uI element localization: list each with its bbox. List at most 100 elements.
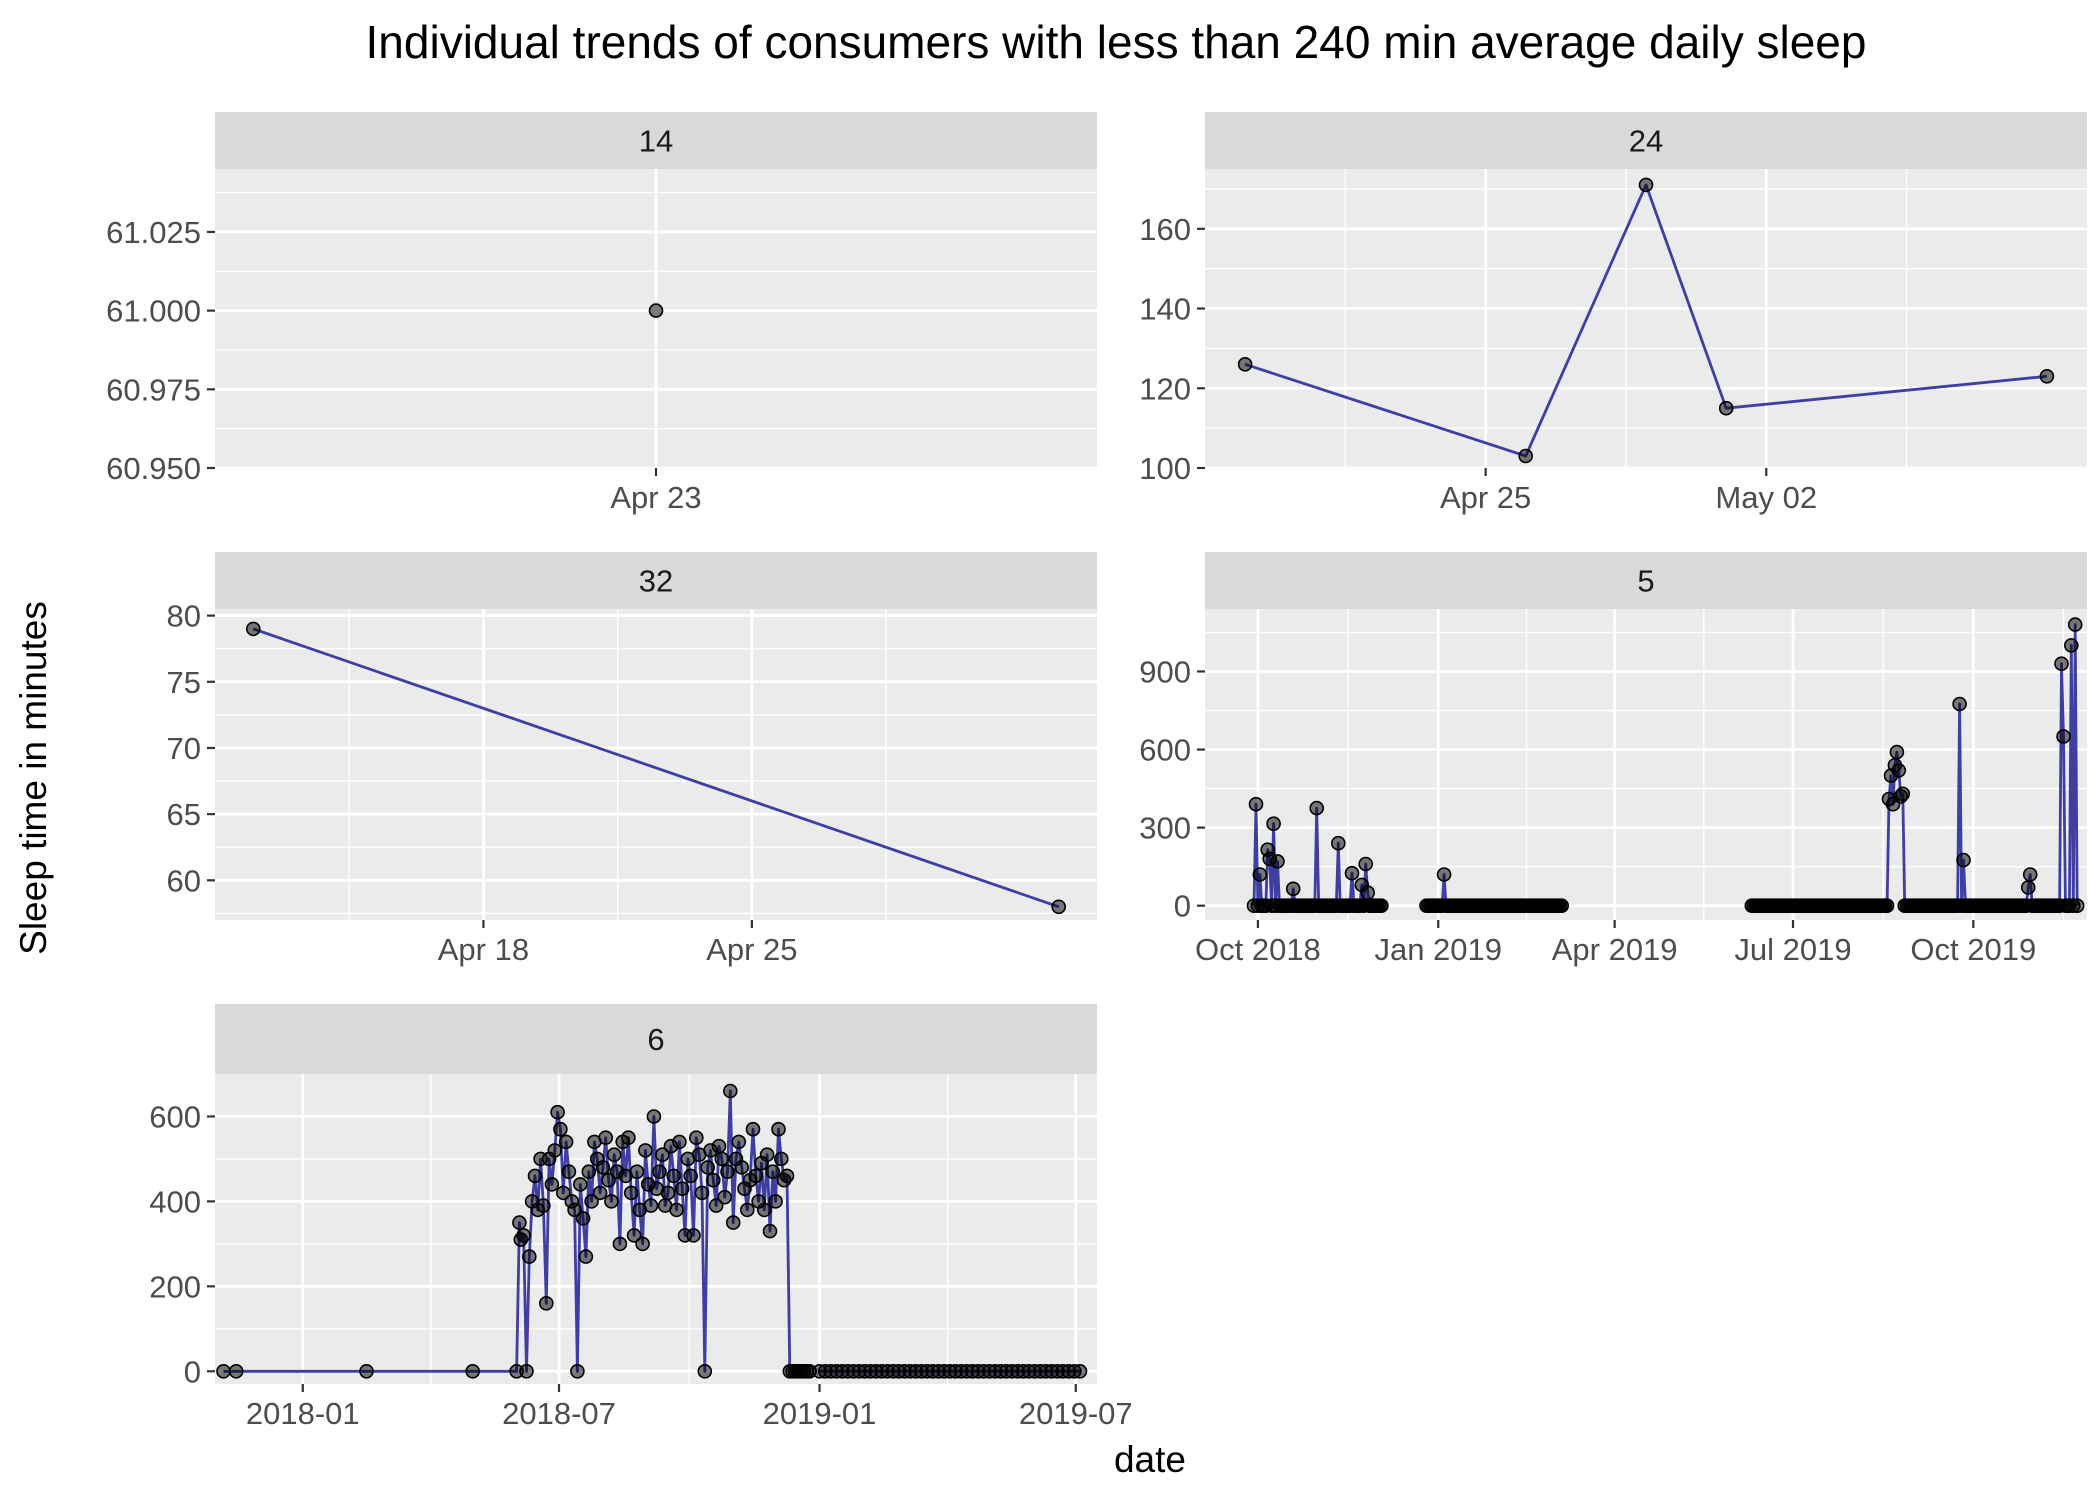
y-tick-label: 600 (149, 1099, 201, 1134)
data-point (1436, 867, 1452, 882)
data-point (553, 1121, 568, 1137)
data-point (575, 1211, 591, 1226)
data-point (578, 1249, 594, 1264)
data-point (652, 1164, 667, 1179)
series-points (648, 303, 664, 318)
series-points (1246, 617, 2085, 914)
data-point (705, 1172, 721, 1188)
data-point (612, 1236, 628, 1252)
data-point (2056, 729, 2071, 744)
data-point (598, 1130, 614, 1145)
data-point (708, 1198, 724, 1213)
data-point (666, 1168, 682, 1184)
data-point (567, 1202, 582, 1218)
facet-strip-label: 14 (639, 124, 673, 159)
data-point (606, 1147, 622, 1162)
data-point (544, 1177, 560, 1192)
x-tick-label: Apr 2019 (1552, 932, 1678, 967)
x-tick-label: 2019-07 (1019, 1396, 1133, 1431)
data-point (686, 1228, 701, 1243)
data-point (621, 1130, 636, 1145)
data-point (683, 1168, 699, 1184)
data-point (694, 1185, 710, 1201)
y-tick-label: 100 (1139, 451, 1191, 486)
data-point (1718, 400, 1734, 416)
data-point (1956, 852, 1971, 868)
data-point (516, 1228, 531, 1243)
panel-background (215, 1074, 1097, 1384)
data-point (674, 1181, 690, 1196)
data-point (731, 1134, 747, 1150)
data-point (512, 1215, 527, 1230)
data-point (1237, 356, 1253, 372)
x-tick-label: Oct 2018 (1195, 932, 1321, 967)
data-point (1952, 696, 1967, 712)
y-tick-label: 200 (149, 1269, 201, 1304)
data-point (547, 1143, 563, 1158)
x-tick-label: Apr 25 (1440, 480, 1531, 515)
y-tick-label: 60.950 (106, 451, 201, 486)
data-point (629, 1164, 645, 1179)
data-point (739, 1202, 755, 1218)
facet-panel-5: 5 0 300 600 900 Oct 2018 Jan 2019 Apr 2019 Jul 2… (1139, 552, 2087, 967)
data-point (1360, 885, 1375, 901)
data-point (572, 1177, 588, 1192)
data-point (1252, 867, 1268, 882)
data-point (2054, 656, 2069, 672)
y-tick-label: 65 (167, 797, 201, 832)
y-tick-label: 61.000 (106, 294, 201, 329)
data-point (527, 1168, 543, 1184)
panel-background (1205, 169, 2087, 468)
data-point (536, 1198, 551, 1213)
data-point (1270, 854, 1285, 869)
data-point (700, 1160, 716, 1175)
data-point (762, 1223, 778, 1239)
data-point (1554, 898, 1569, 914)
data-point (771, 1121, 786, 1137)
x-tick-label: Apr 25 (706, 932, 797, 967)
x-tick-label: Jan 2019 (1374, 932, 1502, 967)
data-point (756, 1202, 772, 1218)
data-point (216, 1364, 231, 1379)
facet-panel-24: 24 100 120 140 160 Apr 25 May 02 (1139, 112, 2087, 515)
data-point (601, 1172, 616, 1188)
data-point (570, 1364, 585, 1379)
data-point (1638, 177, 1654, 193)
data-point (660, 1185, 676, 1201)
facet-panel-6: 6 0 200 400 600 2018-01 2018-07 2019-01 2019-07 (149, 1004, 1133, 1431)
y-tick-label: 900 (1139, 654, 1191, 689)
x-tick-label: Jul 2019 (1734, 932, 1851, 967)
data-point (638, 1143, 653, 1158)
data-point (1266, 816, 1281, 832)
data-point (592, 1185, 608, 1201)
panel-grid (215, 609, 1097, 920)
data-point (558, 1134, 574, 1150)
facet-strip-label: 32 (639, 564, 673, 599)
x-tick-label: May 02 (1715, 480, 1817, 515)
facet-strip (215, 1004, 1097, 1074)
data-point (1358, 856, 1373, 872)
data-point (722, 1083, 738, 1099)
data-point (623, 1185, 639, 1201)
data-point (1891, 763, 1907, 778)
data-point (765, 1164, 781, 1179)
data-point (561, 1164, 577, 1179)
data-point (711, 1138, 727, 1154)
facet-strip (215, 112, 1097, 169)
data-point (584, 1194, 599, 1209)
data-point (635, 1236, 650, 1252)
series-lines (252, 627, 1060, 909)
data-point (246, 621, 261, 637)
y-tick-label: 70 (167, 731, 201, 766)
facet-strip-label: 5 (1637, 564, 1654, 599)
data-point (1309, 800, 1324, 816)
y-tick-label: 600 (1139, 733, 1191, 768)
data-point (1374, 898, 1389, 914)
facet-strip (215, 552, 1097, 609)
x-tick-label: 2018-01 (246, 1396, 360, 1431)
y-tick-label: 120 (1139, 371, 1191, 406)
data-point (725, 1215, 741, 1230)
data-point (648, 303, 664, 318)
